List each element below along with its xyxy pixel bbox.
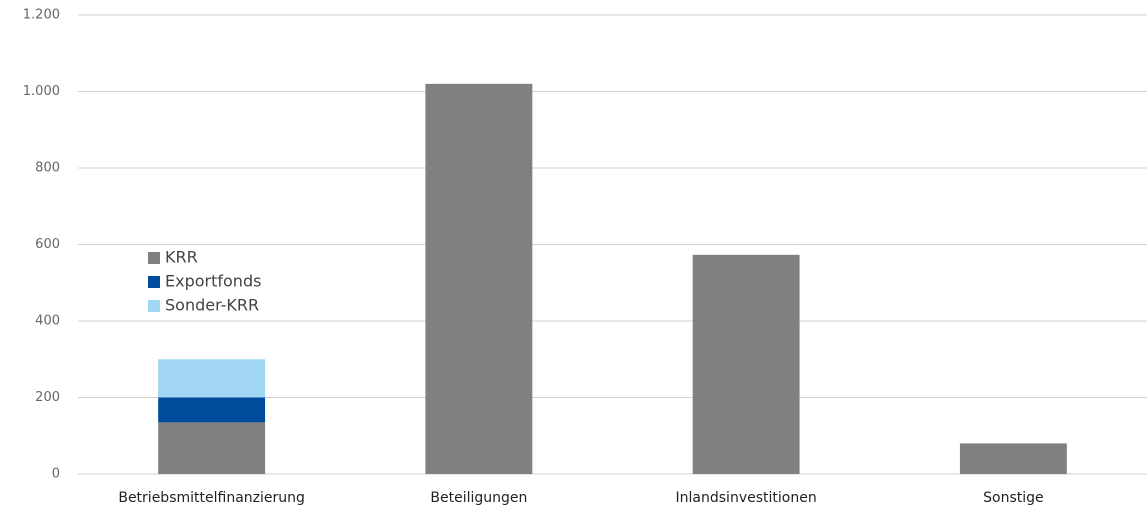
legend-swatch (148, 300, 160, 312)
legend-swatch (148, 252, 160, 264)
x-tick-label: Beteiligungen (430, 490, 527, 506)
y-tick-label: 200 (35, 390, 60, 405)
y-tick-label: 400 (35, 314, 60, 329)
y-tick-label: 0 (52, 467, 60, 482)
bar-segment (692, 254, 800, 474)
y-tick-label: 800 (35, 161, 60, 176)
legend-label: Sonder-KRR (165, 296, 259, 315)
bar-segment (158, 359, 266, 398)
legend-label: Exportfonds (165, 272, 261, 291)
bar-segment (959, 443, 1067, 474)
bar-segment (158, 422, 266, 474)
legend-swatch (148, 276, 160, 288)
y-tick-label: 1.200 (23, 8, 60, 23)
x-tick-label: Betriebsmittelfinanzierung (118, 490, 305, 506)
legend-label: KRR (165, 248, 198, 267)
x-tick-label: Sonstige (983, 490, 1044, 506)
bar-segment (425, 83, 533, 474)
y-tick-label: 600 (35, 237, 60, 252)
x-tick-label: Inlandsinvestitionen (676, 490, 817, 506)
y-tick-label: 1.000 (23, 84, 60, 99)
bar-segment (158, 397, 266, 423)
